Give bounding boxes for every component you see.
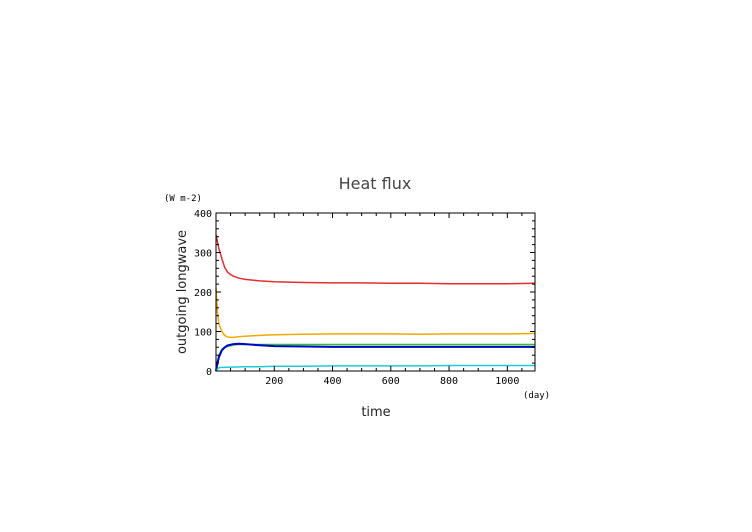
x-tick-label-800: 800 [440,376,458,387]
axes-layer: 200 400 600 800 1000 0 100 200 300 400 [194,209,535,387]
series-line-2 [215,288,536,339]
y-tick-label-0: 0 [206,367,212,378]
plot-frame [215,212,536,372]
y-unit-label: (W m-2) [164,194,202,204]
y-tick-label-200: 200 [194,288,212,299]
chart-title: Heat flux [339,174,412,193]
x-tick-label-1000: 1000 [495,376,519,387]
x-tick-label-600: 600 [382,376,400,387]
y-tick-label-300: 300 [194,249,212,260]
y-tick-label-400: 400 [194,209,212,220]
x-tick-label-400: 400 [323,376,341,387]
y-axis-label: outgoing longwave [175,230,190,354]
series-line-1 [215,234,536,285]
series-line-4 [215,342,535,372]
series-layer [215,234,536,372]
series-line-5 [215,364,535,372]
x-tick-label-200: 200 [265,376,283,387]
x-unit-label: (day) [523,391,550,401]
y-tick-label-100: 100 [194,328,212,339]
x-axis-label: time [361,405,390,420]
